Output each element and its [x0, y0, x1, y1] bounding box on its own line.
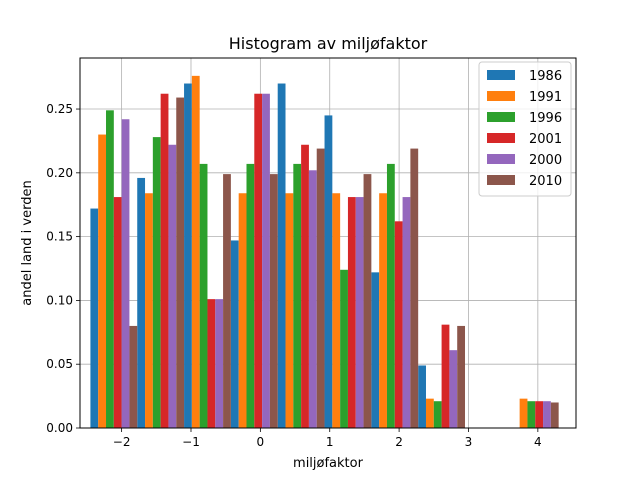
legend-label-1991: 1991 [529, 90, 562, 105]
x-tick-label: 0 [257, 435, 265, 449]
plot-frame [79, 57, 577, 429]
bar-2001 [441, 324, 450, 428]
bar-1991 [425, 398, 434, 428]
bar-2010 [410, 148, 419, 428]
bar-1986 [184, 83, 192, 428]
bar-2010 [316, 148, 325, 428]
legend-swatch-2010 [487, 175, 515, 185]
bar-1991 [379, 193, 387, 428]
bar-2001 [394, 221, 403, 428]
x-tick-label: 3 [465, 435, 473, 449]
bar-2000 [262, 93, 270, 429]
y-tick-label: 0.20 [46, 166, 73, 180]
legend-swatch-2000 [487, 154, 515, 164]
x-tick-label: 4 [534, 435, 542, 449]
bar-1996 [199, 163, 208, 428]
bar-2001 [254, 93, 263, 429]
legend-entries: 1986 1991 1996 2001 2000 2010 [487, 69, 562, 189]
legend-swatch-1996 [487, 112, 515, 122]
bar-2010 [129, 325, 138, 428]
bar-2001 [301, 144, 309, 429]
bar-1991 [519, 398, 528, 428]
y-tick-label: 0.00 [46, 421, 73, 435]
bar-2000 [168, 144, 177, 429]
y-tick-label: 0.15 [46, 230, 73, 244]
legend-label-1986: 1986 [529, 69, 562, 84]
x-axis-ticks: −2 −1 0 1 2 3 4 [113, 428, 542, 449]
bar-2000 [121, 119, 130, 428]
bar-2010 [176, 97, 185, 428]
legend-label-1996: 1996 [529, 111, 562, 126]
legend: 1986 1991 1996 2001 2000 2010 [478, 61, 572, 197]
bar-2001 [160, 93, 169, 429]
bar-1996 [293, 163, 302, 428]
y-axis-ticks: 0.00 0.05 0.10 0.15 0.20 0.25 [46, 102, 80, 435]
legend-swatch-1991 [487, 91, 515, 101]
bar-1986 [90, 208, 99, 428]
bar-2010 [363, 174, 372, 428]
bar-2000 [308, 170, 317, 428]
bar-1996 [152, 137, 161, 428]
x-axis-label: miljøfaktor [293, 456, 364, 471]
bar-2010 [550, 402, 559, 428]
bar-2000 [355, 197, 364, 428]
y-tick-label: 0.05 [46, 357, 73, 371]
bar-1986 [371, 272, 380, 428]
bar-1996 [246, 163, 255, 428]
x-tick-label: 2 [395, 435, 403, 449]
bar-1986 [137, 177, 146, 428]
chart-title: Histogram av miljøfaktor [229, 34, 428, 53]
bar-1991 [145, 193, 153, 428]
bar-1991 [332, 193, 341, 428]
legend-swatch-2001 [487, 133, 515, 143]
bar-2000 [449, 350, 458, 428]
bar-2001 [113, 197, 122, 428]
bar-1986 [277, 83, 286, 428]
bar-2000 [543, 401, 551, 428]
bar-1986 [418, 365, 426, 428]
legend-label-2001: 2001 [529, 132, 562, 147]
bar-2001 [207, 299, 216, 428]
bar-1991 [98, 134, 107, 428]
bar-1996 [386, 163, 395, 428]
bar-2001 [347, 197, 356, 428]
bar-1986 [324, 115, 333, 429]
bar-2010 [269, 174, 278, 428]
bar-1991 [285, 193, 294, 428]
x-tick-label: −2 [113, 435, 131, 449]
bar-1996 [106, 110, 114, 428]
bar-2001 [535, 401, 544, 428]
x-tick-label: −1 [182, 435, 200, 449]
bar-1991 [191, 75, 200, 429]
bar-1996 [340, 269, 348, 428]
bars [90, 75, 559, 429]
y-tick-label: 0.10 [46, 293, 73, 307]
bar-1986 [230, 240, 239, 428]
bar-1996 [527, 401, 536, 428]
bar-1996 [433, 401, 442, 428]
y-axis-label: andel land i verden [20, 180, 35, 305]
bar-2000 [215, 299, 224, 428]
bar-1991 [238, 193, 247, 428]
bar-2000 [402, 197, 411, 428]
legend-swatch-1986 [487, 70, 515, 80]
bar-2010 [457, 325, 466, 428]
y-tick-label: 0.25 [46, 102, 73, 116]
bar-2010 [223, 174, 231, 428]
x-tick-label: 1 [326, 435, 334, 449]
legend-label-2000: 2000 [529, 153, 562, 168]
legend-label-2010: 2010 [529, 174, 562, 189]
